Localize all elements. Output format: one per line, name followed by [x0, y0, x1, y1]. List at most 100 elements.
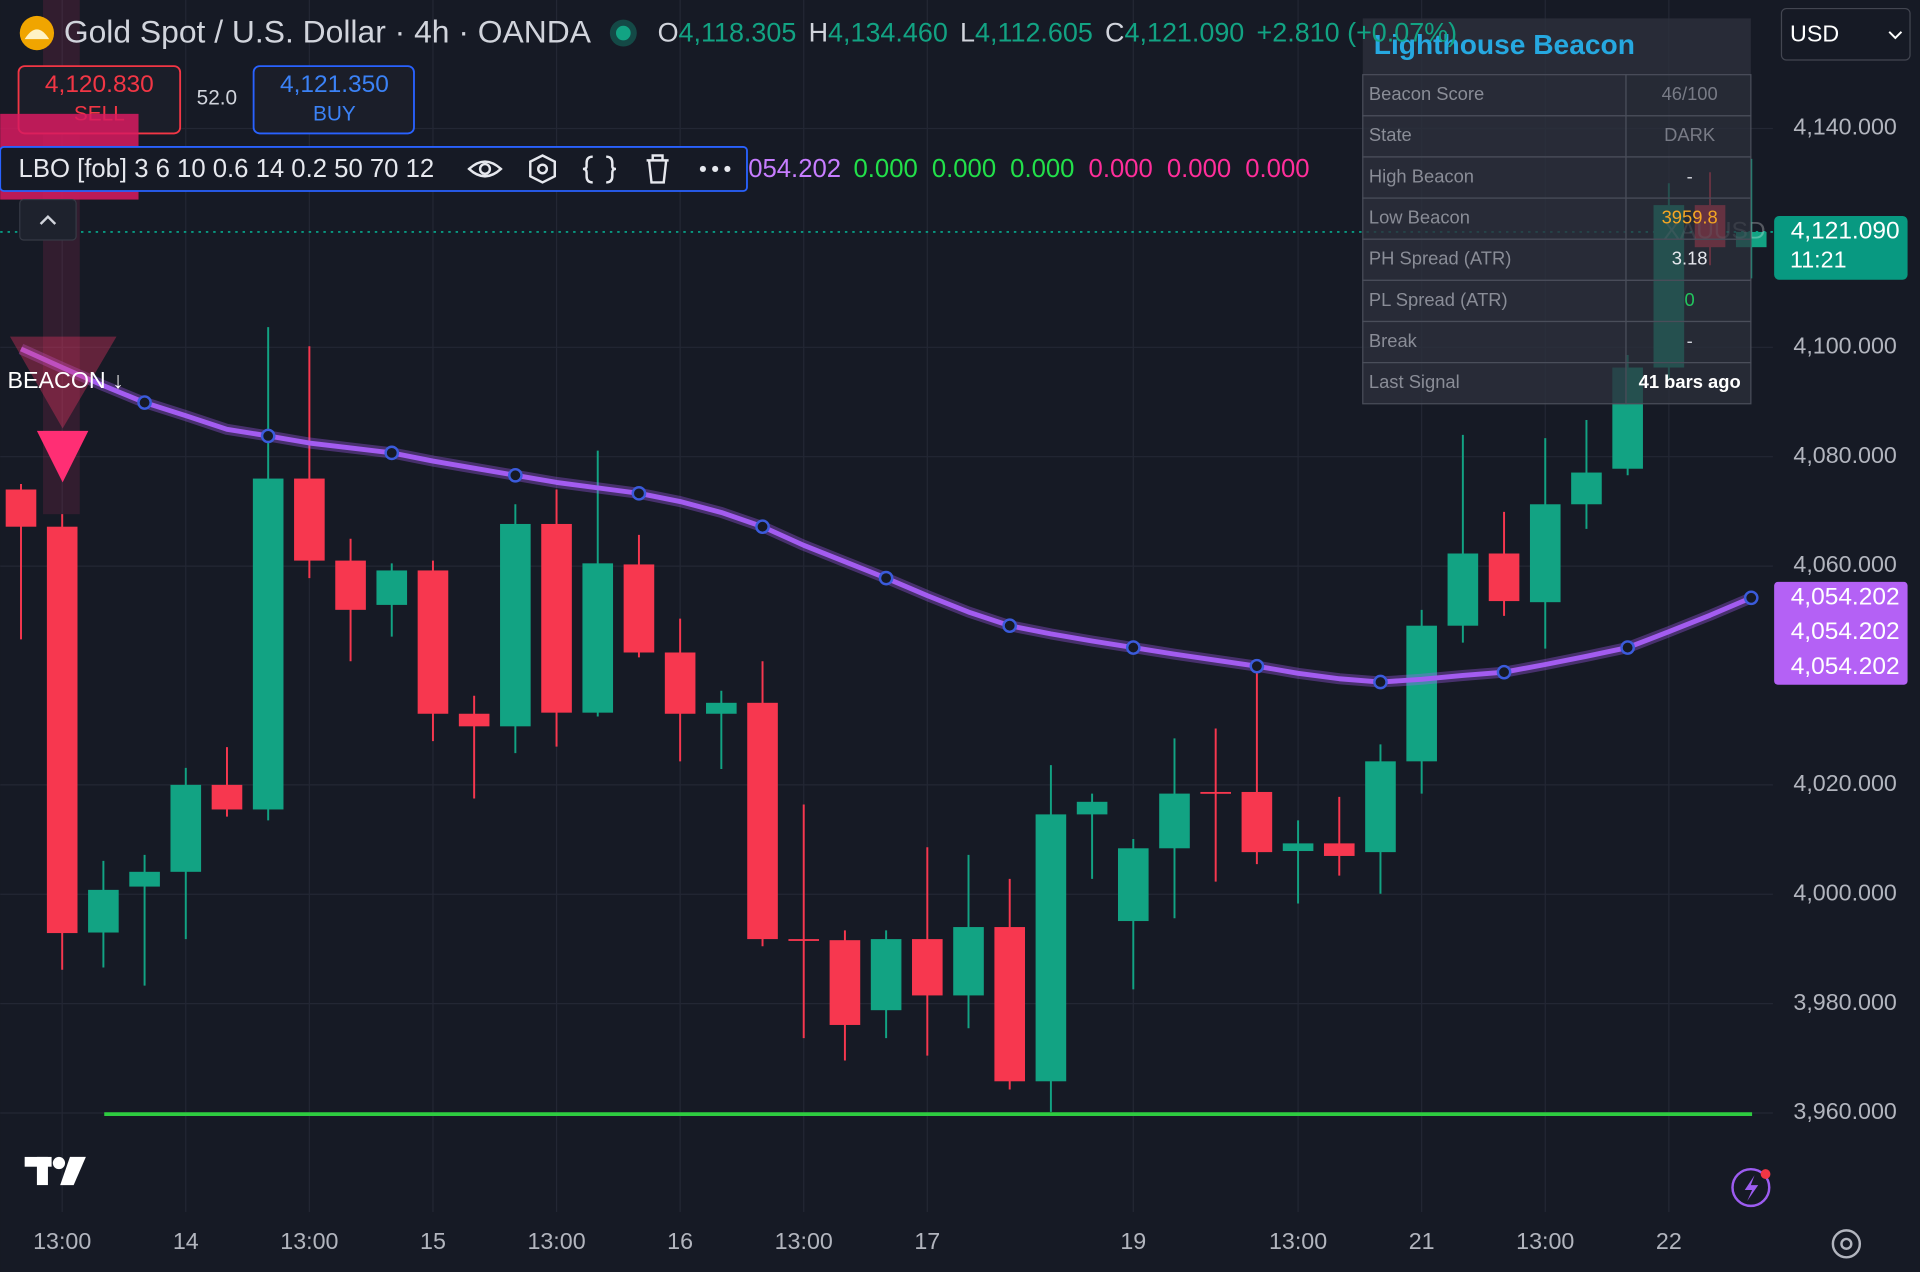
candle-body [788, 939, 820, 941]
candle-body [1241, 791, 1273, 853]
x-tick-label: 16 [667, 1228, 693, 1254]
signal-arrow [36, 430, 89, 483]
buy-label: BUY [313, 103, 356, 126]
dot [699, 165, 706, 173]
candle-body [1488, 553, 1520, 602]
table-cell [1362, 362, 1627, 405]
x-tick-label: 13:00 [527, 1228, 585, 1254]
candle-body [417, 570, 449, 714]
eye-icon[interactable] [467, 160, 503, 178]
indicator-value: 0.000 [932, 155, 996, 183]
table-value: - [1687, 165, 1693, 186]
ohlc-key: L [960, 17, 975, 47]
table-label: PH Spread (ATR) [1369, 248, 1512, 269]
table-cell [1625, 197, 1752, 240]
table-cell [1362, 197, 1627, 240]
ohlc-value: 4,118.305 [679, 17, 797, 47]
candle-body [1365, 761, 1396, 853]
indicator-value: 0.000 [1245, 155, 1309, 183]
candle-body [252, 478, 284, 810]
candle-body [5, 489, 37, 527]
ohlc-value: 4,112.605 [975, 17, 1093, 47]
candle-body [46, 526, 78, 934]
y-tick-label: 3,960.000 [1793, 1098, 1897, 1124]
dot [724, 165, 731, 173]
price-badge [1774, 216, 1908, 280]
x-tick-label: 19 [1120, 1228, 1146, 1254]
indicator-value: 054.202 [748, 155, 841, 183]
candle-body [1447, 553, 1479, 626]
delete-icon[interactable] [646, 154, 669, 184]
candle-body [870, 939, 902, 1011]
currency-dropdown[interactable] [1780, 7, 1911, 61]
table-cell [1362, 238, 1627, 281]
y-tick-label: 4,140.000 [1793, 114, 1897, 140]
average-marker [384, 445, 400, 461]
settings-gear[interactable] [1831, 1229, 1862, 1259]
average-marker [260, 428, 276, 444]
status-dot [615, 25, 631, 41]
x-tick-label: 15 [420, 1228, 446, 1254]
candle-body [912, 939, 943, 996]
sell-price: 4,120.830 [45, 71, 154, 98]
candle-body [458, 713, 490, 727]
candle-body [953, 927, 984, 996]
average-marker [508, 467, 523, 483]
table-value: 41 bars ago [1639, 371, 1741, 392]
line-badge [1774, 581, 1908, 685]
logo-slash [60, 1156, 86, 1186]
collapse-icon [39, 214, 57, 225]
candle-body [170, 784, 202, 872]
ohlc-value: 4,121.090 [1125, 17, 1245, 47]
buy-button[interactable] [252, 65, 415, 135]
source-icon[interactable] [582, 155, 617, 184]
indicator-icons [467, 154, 669, 184]
y-tick-label: 4,080.000 [1793, 442, 1897, 468]
signal-glow [9, 336, 117, 429]
candle-body [623, 564, 655, 653]
y-tick-label: 4,060.000 [1793, 551, 1897, 577]
line-badge-label: 4,054.202 [1791, 583, 1900, 610]
average-marker [1743, 590, 1759, 606]
more-icon[interactable] [699, 165, 731, 173]
eye-pupil [478, 162, 492, 176]
indicator-value: 0.000 [853, 155, 917, 183]
settings-icon[interactable] [529, 154, 556, 184]
candle-body [747, 702, 778, 940]
table-label: State [1369, 124, 1412, 145]
table-value: 46/100 [1662, 83, 1718, 104]
indicator-value: 0.000 [1010, 155, 1074, 183]
settings-center [537, 163, 549, 175]
alert-icon[interactable] [1731, 1167, 1771, 1208]
table-cell [1625, 156, 1752, 199]
y-tick-label: 4,020.000 [1793, 770, 1897, 796]
indicator-value: 0.000 [1089, 155, 1153, 183]
y-tick-label: 3,980.000 [1793, 989, 1897, 1015]
candle-body [1076, 801, 1108, 815]
table-label: Low Beacon [1369, 206, 1470, 227]
candle-body [88, 889, 119, 933]
gear-center [1840, 1237, 1853, 1250]
indicator-legend[interactable] [0, 145, 748, 192]
logo-stem [36, 1156, 48, 1186]
logo-dot [52, 1156, 66, 1170]
table-value: DARK [1664, 124, 1716, 145]
candle-body [1200, 791, 1231, 794]
table-cell [1362, 115, 1627, 158]
candle-body [335, 560, 366, 610]
ohlc-key: O [658, 17, 679, 47]
ohlc-key: C [1105, 17, 1124, 47]
average-marker [137, 395, 152, 410]
tv-logo [24, 1156, 86, 1186]
table-label: Break [1369, 330, 1418, 351]
price-badge-label: 4,121.090 [1791, 217, 1900, 244]
table-cell [1362, 320, 1627, 364]
collapse-button[interactable] [19, 198, 77, 241]
dot [712, 165, 719, 173]
average-marker [1002, 618, 1018, 634]
table-title-bg [1362, 18, 1751, 75]
x-tick-label: 13:00 [1269, 1228, 1327, 1254]
candle-body [1406, 625, 1437, 762]
average-marker [1620, 640, 1635, 655]
